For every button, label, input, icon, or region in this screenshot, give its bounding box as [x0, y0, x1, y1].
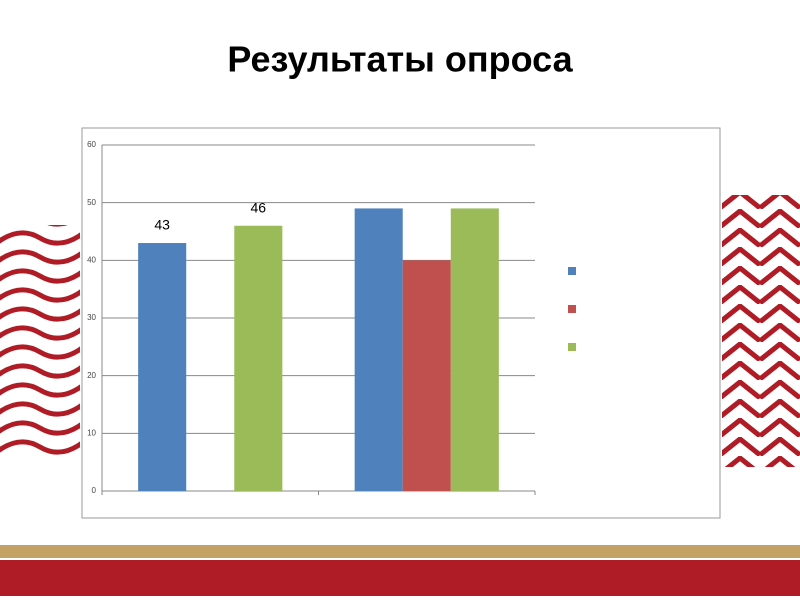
legend-marker — [568, 267, 576, 275]
bar — [402, 260, 451, 491]
legend-marker — [568, 305, 576, 313]
y-tick-label: 60 — [87, 140, 96, 149]
gold-stripe — [0, 545, 800, 558]
legend-marker — [568, 343, 576, 351]
wave-decoration — [0, 225, 80, 455]
y-tick-label: 30 — [87, 313, 96, 322]
bar — [138, 243, 187, 491]
y-tick-label: 40 — [87, 255, 96, 264]
bar — [450, 208, 499, 491]
bar — [234, 225, 283, 491]
chevron-decoration — [722, 195, 800, 467]
bar — [354, 208, 403, 491]
red-stripe — [0, 560, 800, 596]
y-tick-label: 0 — [92, 486, 97, 495]
chart-title: Результаты опроса — [227, 39, 573, 80]
y-tick-label: 50 — [87, 198, 96, 207]
y-tick-label: 10 — [87, 428, 96, 437]
data-label: 43 — [154, 217, 170, 233]
plot: 0 10 20 30 40 50 60 43 46 — [87, 140, 576, 495]
y-tick-label: 20 — [87, 371, 96, 380]
data-label: 46 — [251, 199, 267, 215]
